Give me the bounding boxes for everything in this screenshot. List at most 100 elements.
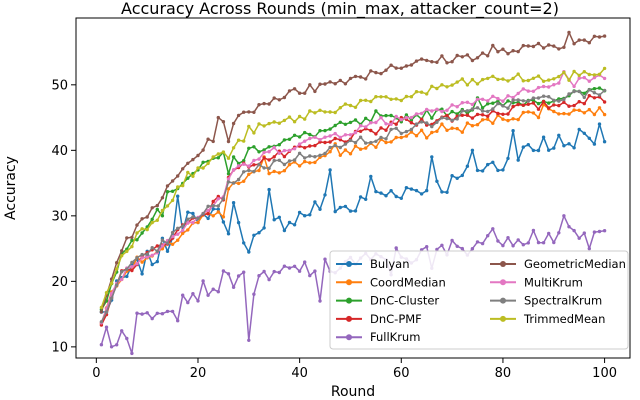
data-point-coordmedian [216,210,220,214]
data-point-bulyan [567,142,571,146]
data-point-spectralkrum [552,98,556,103]
data-point-multikrum [231,168,236,172]
data-point-trimmedmean [450,83,454,87]
data-point-trimmedmean [257,122,261,126]
data-point-spectralkrum [297,151,302,155]
data-point-geometricmedian [435,60,439,64]
data-point-multikrum [582,75,586,80]
data-point-fullkrum [221,269,226,273]
data-point-geometricmedian [186,161,190,165]
data-point-bulyan [318,207,322,211]
data-point-spectralkrum [577,89,581,94]
data-point-fullkrum [567,225,571,229]
data-point-fullkrum [160,312,165,316]
data-point-coordmedian [358,147,363,151]
data-point-spectralkrum [318,153,322,157]
data-point-bulyan [511,129,515,133]
data-point-fullkrum [277,270,281,275]
data-point-coordmedian [242,179,246,183]
data-point-geometricmedian [323,82,327,86]
data-point-dnc-pmf [303,146,307,150]
data-point-trimmedmean [480,77,485,82]
data-point-geometricmedian [226,139,231,144]
data-point-coordmedian [313,160,317,165]
data-point-spectralkrum [262,166,266,170]
data-point-bulyan [206,216,210,221]
data-point-coordmedian [389,140,393,144]
data-point-multikrum [216,197,220,201]
data-point-coordmedian [445,128,449,132]
data-point-dnc-cluster [496,99,500,103]
data-point-trimmedmean [277,121,281,125]
data-point-trimmedmean [206,161,210,166]
data-point-trimmedmean [150,220,154,225]
data-point-trimmedmean [562,70,566,75]
data-point-bulyan [475,168,480,173]
data-point-geometricmedian [308,83,312,87]
data-point-spectralkrum [303,156,307,160]
data-point-trimmedmean [216,152,220,156]
data-point-spectralkrum [440,116,444,120]
data-point-dnc-cluster [130,238,134,243]
data-point-dnc-pmf [465,113,470,117]
data-point-dnc-cluster [160,214,165,218]
data-point-trimmedmean [115,267,119,271]
data-point-trimmedmean [379,95,383,99]
data-point-spectralkrum [348,138,353,143]
data-point-multikrum [526,89,530,93]
data-point-bulyan [455,176,459,180]
data-point-multikrum [287,148,292,153]
data-point-bulyan [572,146,576,150]
data-point-multikrum [486,99,490,103]
data-point-dnc-cluster [135,238,139,242]
data-point-dnc-pmf [282,154,287,159]
data-point-multikrum [130,265,134,269]
data-point-spectralkrum [176,226,180,230]
data-point-dnc-pmf [511,104,515,109]
data-point-bulyan [287,220,292,225]
data-point-dnc-pmf [486,114,490,118]
data-point-dnc-cluster [140,231,144,235]
data-point-trimmedmean [160,208,165,213]
data-point-coordmedian [140,260,144,264]
data-point-dnc-pmf [582,101,586,106]
data-point-geometricmedian [470,58,475,63]
data-point-geometricmedian [328,80,332,84]
x-tick-label: 0 [92,366,100,381]
data-point-geometricmedian [409,63,414,67]
data-point-coordmedian [247,172,251,176]
data-point-fullkrum [155,311,159,315]
data-point-bulyan [394,194,398,199]
data-point-spectralkrum [109,296,114,300]
data-point-dnc-cluster [450,109,454,114]
data-point-dnc-pmf [394,122,398,126]
data-point-multikrum [511,95,515,100]
data-point-geometricmedian [531,44,536,49]
data-point-geometricmedian [521,43,525,48]
data-point-bulyan [226,232,231,236]
data-point-geometricmedian [318,82,322,86]
data-point-coordmedian [450,126,454,130]
data-point-fullkrum [170,309,175,314]
data-point-spectralkrum [364,141,368,145]
data-point-multikrum [343,133,348,137]
data-point-spectralkrum [206,204,210,208]
data-point-coordmedian [181,231,185,236]
data-point-dnc-pmf [379,126,383,130]
data-point-fullkrum [247,338,251,342]
data-point-fullkrum [323,257,327,261]
data-point-spectralkrum [338,145,342,150]
data-point-trimmedmean [430,84,434,89]
data-point-multikrum [333,131,337,136]
data-point-fullkrum [506,236,510,240]
data-point-fullkrum [272,269,276,274]
data-point-geometricmedian [369,69,373,73]
data-point-dnc-cluster [247,146,251,150]
data-point-geometricmedian [379,71,383,76]
data-point-dnc-pmf [496,111,500,116]
data-point-coordmedian [297,164,302,168]
data-point-fullkrum [536,240,541,245]
data-point-trimmedmean [181,183,185,188]
data-point-bulyan [536,148,541,153]
data-point-coordmedian [501,117,505,121]
